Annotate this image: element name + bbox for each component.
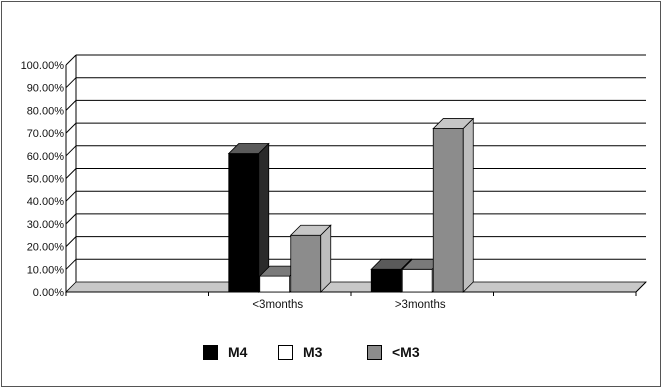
- bar: [432, 117, 475, 293]
- y-tick-label: 90.00%: [27, 83, 65, 95]
- gridline-diagonal: [65, 122, 77, 134]
- gridline-diagonal: [65, 100, 77, 111]
- bar-front: [290, 234, 322, 293]
- y-tick-label: 20.00%: [27, 242, 65, 254]
- legend-swatch: [367, 344, 382, 360]
- bar-side: [462, 117, 474, 293]
- y-tick-labels: 0.00% 10.00% 20.00% 30.00% 40.00% 50.00% 60.00…: [21, 60, 65, 299]
- y-tick-label: 60.00%: [27, 151, 65, 163]
- legend-label: M3: [303, 344, 323, 360]
- bar: [289, 224, 332, 293]
- y-tick-label: 50.00%: [27, 174, 65, 186]
- bar-front: [432, 128, 464, 293]
- y-tick-label: 40.00%: [27, 196, 65, 208]
- gridline-diagonal: [65, 145, 77, 157]
- y-tick-label: 0.00%: [33, 287, 64, 299]
- gridline-diagonal: [65, 77, 77, 89]
- gridline-diagonal: [65, 258, 77, 270]
- y-tick-label: 100.00%: [21, 60, 65, 72]
- x-tick-labels: <3months >3months: [252, 299, 446, 311]
- gridline-diagonal: [65, 168, 77, 179]
- legend-item: <M3: [367, 342, 420, 362]
- legend: M4 M3 <M3: [0, 342, 664, 364]
- x-axis-end: [635, 281, 647, 293]
- gridline-diagonal: [65, 236, 77, 247]
- legend-label: <M3: [392, 344, 420, 360]
- bar-front: [370, 268, 402, 293]
- bar-front: [259, 275, 291, 293]
- legend-swatch: [278, 344, 293, 360]
- bars: [227, 117, 475, 293]
- legend-item: M3: [278, 342, 322, 362]
- gridline-diagonal: [65, 190, 77, 202]
- floor-plane: [65, 281, 647, 293]
- legend-item: M4: [203, 342, 247, 362]
- gridline-diagonal: [65, 213, 77, 225]
- legend-swatch: [203, 344, 218, 360]
- x-tick-label: >3months: [395, 299, 446, 311]
- gridline-diagonal: [65, 54, 77, 66]
- x-tick-label: <3months: [252, 299, 303, 311]
- y-tick-label: 80.00%: [27, 105, 65, 117]
- bar-side: [320, 224, 332, 293]
- bar-front: [401, 268, 433, 293]
- y-tick-label: 30.00%: [27, 219, 65, 231]
- axes: [65, 55, 647, 296]
- gridlines: [65, 54, 646, 270]
- y-tick-label: 70.00%: [27, 128, 65, 140]
- y-tick-label: 10.00%: [27, 264, 65, 276]
- legend-label: M4: [228, 344, 248, 360]
- bar-front: [228, 153, 260, 293]
- bar: [227, 142, 270, 293]
- chart-floor: [65, 281, 647, 293]
